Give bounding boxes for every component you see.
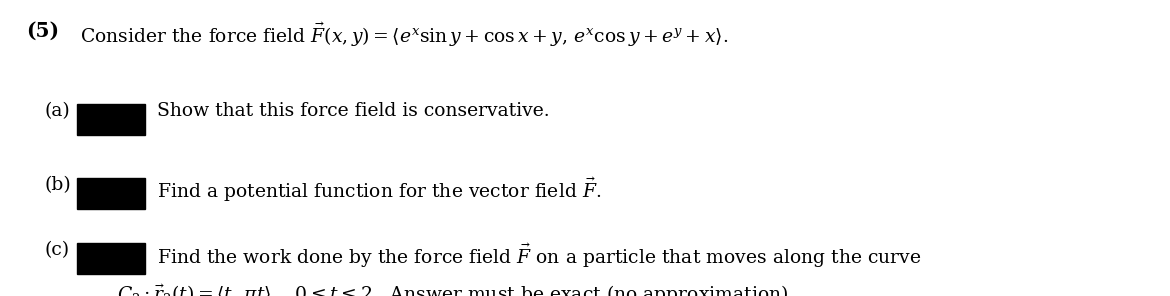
FancyBboxPatch shape [77,178,145,209]
Text: Consider the force field $\vec{F}(x,y) = \langle e^x \sin y + \cos x + y,\, e^x : Consider the force field $\vec{F}(x,y) =… [80,21,728,49]
Text: (5): (5) [26,21,58,41]
Text: (c): (c) [44,241,69,259]
FancyBboxPatch shape [77,243,145,274]
Text: Show that this force field is conservative.: Show that this force field is conservati… [157,102,550,120]
Text: (b): (b) [44,176,71,194]
FancyBboxPatch shape [77,104,145,135]
Text: (a): (a) [44,102,70,120]
Text: Find the work done by the force field $\vec{F}$ on a particle that moves along t: Find the work done by the force field $\… [157,241,921,270]
Text: $C_2 : \vec{r}_2(t) = \langle t,\, \pi t\rangle$ ,  $0 \leq t \leq 2$.  Answer m: $C_2 : \vec{r}_2(t) = \langle t,\, \pi t… [117,283,794,296]
Text: Find a potential function for the vector field $\vec{F}$.: Find a potential function for the vector… [157,176,601,205]
